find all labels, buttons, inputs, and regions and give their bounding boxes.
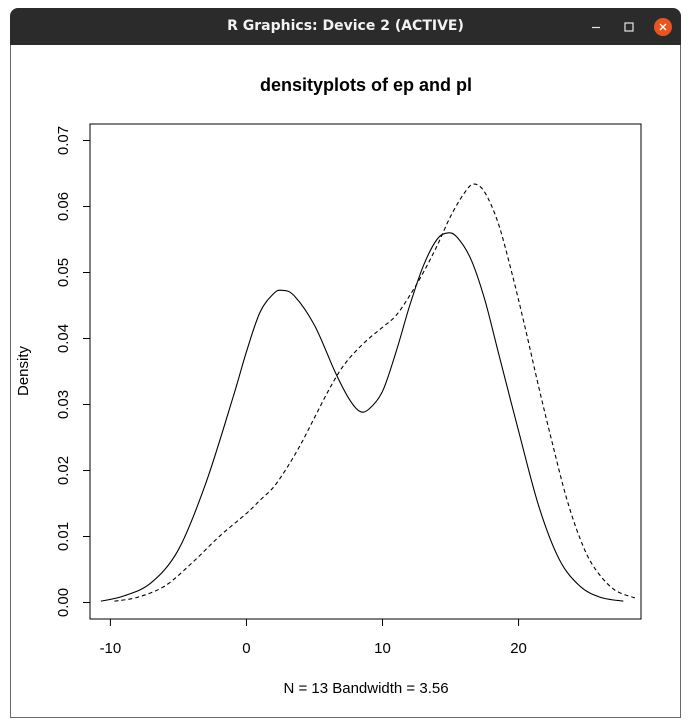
graphics-device-canvas: densityplots of ep and pl -10 0 10 20 0.00 0… [10,45,681,718]
x-tick-label: -10 [100,640,122,657]
density-lines [100,183,638,602]
x-tick-label: 20 [510,640,527,657]
x-tick-label: 10 [374,640,391,657]
x-axis: -10 0 10 20 [100,618,527,657]
close-button-circle [654,18,672,36]
x-axis-label: N = 13 Bandwidth = 3.56 [283,680,448,697]
density-plot: densityplots of ep and pl -10 0 10 20 0.000… [15,75,642,697]
y-tick-label: 0.07 [55,126,72,155]
maximize-button[interactable] [619,17,639,37]
close-button[interactable] [653,17,673,37]
y-tick-label: 0.01 [55,522,72,551]
y-tick-label: 0.06 [55,192,72,221]
window-titlebar[interactable]: R Graphics: Device 2 (ACTIVE) [10,8,681,45]
density-line-dashed [114,183,638,602]
y-tick-label: 0.05 [55,258,72,287]
y-axis-label: Density [15,345,32,396]
y-tick-label: 0.04 [55,324,72,353]
plot-frame [89,123,642,620]
minimize-icon [592,26,600,29]
y-axis: 0.00 0.01 0.02 0.03 0.04 0.05 0.06 0.07 [55,126,91,617]
chart-title: densityplots of ep and pl [260,75,472,95]
y-tick-label: 0.02 [55,456,72,485]
window-title: R Graphics: Device 2 (ACTIVE) [227,18,464,34]
y-tick-label: 0.00 [55,588,72,617]
x-tick-label: 0 [242,640,250,657]
density-line-solid [100,232,624,602]
close-icon [659,23,667,31]
y-tick-label: 0.03 [55,390,72,419]
maximize-icon [624,22,634,32]
minimize-button[interactable] [586,17,606,37]
